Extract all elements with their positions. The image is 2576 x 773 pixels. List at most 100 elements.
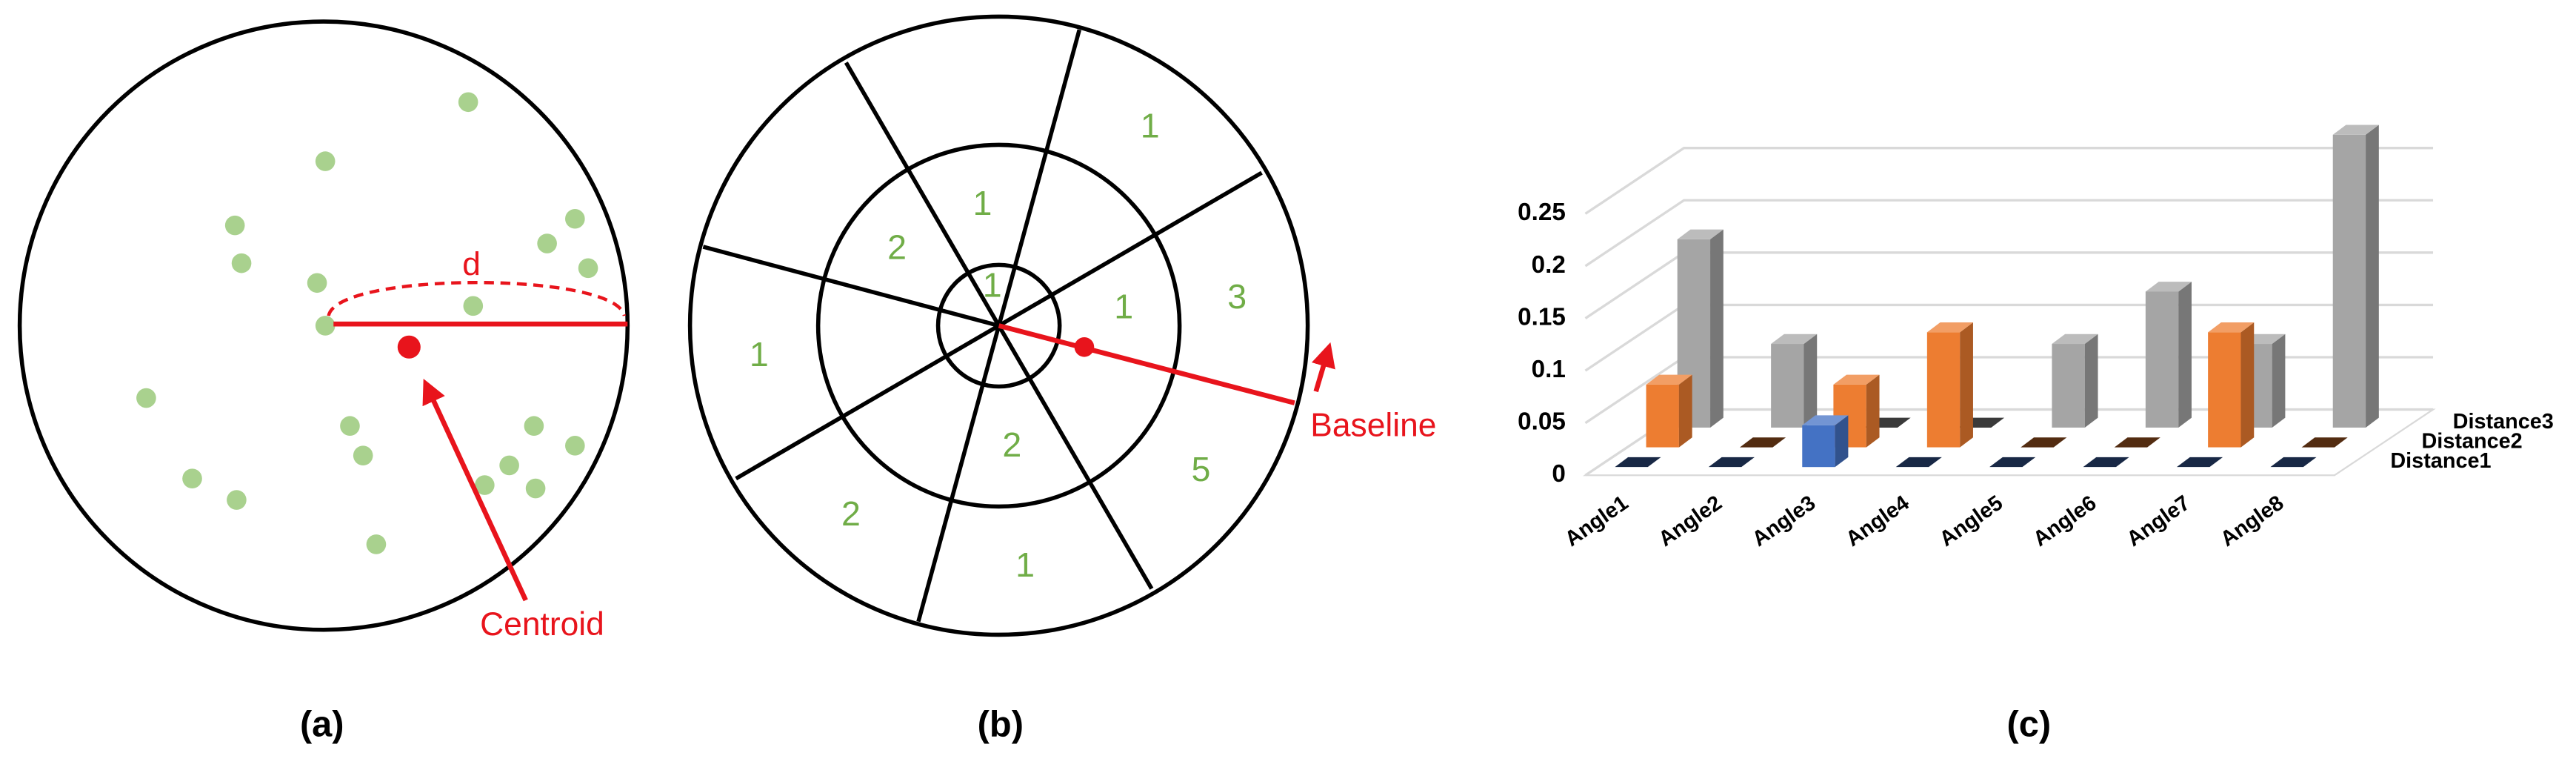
bar-top [2208, 322, 2255, 333]
bar [2332, 125, 2379, 428]
outer-ring [687, 14, 1310, 637]
bar-top [2332, 125, 2379, 135]
panel-label: (b) [978, 705, 1024, 745]
bar-front [2052, 344, 2085, 428]
bar-top [2145, 282, 2192, 292]
bar [1895, 457, 1942, 468]
bar-top [1833, 374, 1880, 385]
diagram-a: d Centroid (a) [17, 19, 630, 745]
bar-top [2301, 437, 2348, 448]
baseline [998, 323, 1295, 405]
legend-label: Distance1 [2390, 449, 2491, 473]
sector-count: 2 [841, 494, 861, 533]
bar-top [1802, 415, 1849, 425]
centroid [1074, 336, 1095, 357]
bar-top [2083, 457, 2129, 468]
sector-count: 1 [983, 266, 1002, 305]
bar [1708, 457, 1755, 468]
sector-count: 1 [1141, 107, 1160, 145]
bar-top [2176, 457, 2223, 468]
inner-ring [935, 262, 1062, 389]
x-tick-label: Angle6 [2029, 491, 2100, 551]
bar-front [1802, 425, 1835, 468]
y-tick-label: 0.05 [1518, 408, 1566, 435]
bar-side [1835, 415, 1849, 468]
bar-front [2332, 134, 2366, 428]
centroid [397, 335, 421, 359]
bar [1739, 437, 1786, 448]
bar [2301, 437, 2348, 448]
bar [1771, 334, 1818, 428]
x-tick-label: Angle8 [2216, 491, 2288, 551]
bar-top [2021, 437, 2067, 448]
grid-line [1584, 147, 2434, 215]
grid-line [1584, 199, 2434, 268]
bar-side [1678, 374, 1692, 448]
bar-top [1646, 374, 1692, 385]
y-tick-label: 0 [1552, 460, 1566, 488]
bar-front [1771, 344, 1804, 428]
bar-top [1989, 457, 2036, 468]
bar-top [1615, 457, 1661, 468]
bar-top [1895, 457, 1942, 468]
bar-top [2052, 334, 2098, 345]
bar-front [2208, 332, 2241, 448]
distance-arc [327, 281, 627, 316]
bar-top [2114, 437, 2160, 448]
bar-top [1677, 229, 1724, 239]
centroid-label: Centroid [480, 606, 604, 643]
bar-side [1710, 229, 1724, 428]
panel-label: (a) [300, 705, 344, 745]
spoke [702, 245, 1000, 328]
bar [2270, 457, 2317, 468]
bar [1677, 229, 1724, 428]
bar-side [1866, 374, 1880, 448]
sector-count: 5 [1191, 450, 1210, 488]
middle-ring [815, 142, 1182, 509]
y-tick-label: 0.25 [1518, 199, 1566, 226]
sector-count: 2 [887, 228, 907, 267]
centroid-arrow [422, 379, 528, 602]
x-tick-label: Angle5 [1935, 491, 2007, 551]
x-tick-label: Angle1 [1561, 491, 1632, 551]
bar-side [1960, 322, 1973, 448]
panel-label: (c) [2007, 705, 2052, 745]
bar-side [1803, 334, 1818, 428]
legend-label: Distance2 [2421, 430, 2522, 454]
bar [1646, 374, 1692, 448]
sector-count: 1 [1114, 288, 1133, 326]
x-tick-label: Angle7 [2123, 491, 2195, 551]
bar-top [1926, 322, 1973, 333]
points [136, 92, 598, 554]
y-tick-label: 0.2 [1532, 251, 1566, 279]
bar-top [1739, 437, 1786, 448]
rotation-arrow [1311, 342, 1335, 393]
x-tick-label: Angle4 [1842, 491, 1914, 551]
bar-front [2145, 291, 2179, 428]
bar [2052, 334, 2098, 428]
bar [2114, 437, 2160, 448]
bar-side [2178, 282, 2192, 428]
bar [1989, 457, 2036, 468]
bar-side [2084, 334, 2098, 428]
bar-side [2366, 125, 2379, 428]
baseline-label: Baseline [1310, 408, 1436, 444]
bar-chart-3d: 0 0.05 0.1 0.15 0.2 0.25 Angle1 Angle2 Angle3 Ang… [1518, 125, 2554, 551]
bar-side [2272, 334, 2286, 428]
legend-label: Distance3 [2453, 410, 2554, 434]
sector-count: 1 [1015, 545, 1035, 584]
bar [1802, 415, 1849, 468]
bar [1615, 457, 1661, 468]
x-tick-label: Angle3 [1748, 491, 1820, 551]
bar-top [1708, 457, 1755, 468]
distance-label: d [462, 246, 481, 282]
sector-count: 1 [972, 184, 992, 222]
bar-top [1771, 334, 1818, 345]
bar-front [1926, 332, 1961, 448]
sector-counts: 1 1 2 1 1 3 1 2 5 2 1 [750, 107, 1247, 584]
bar [2021, 437, 2067, 448]
y-tick-label: 0.1 [1532, 356, 1566, 383]
x-tick-label: Angle2 [1655, 491, 1726, 551]
